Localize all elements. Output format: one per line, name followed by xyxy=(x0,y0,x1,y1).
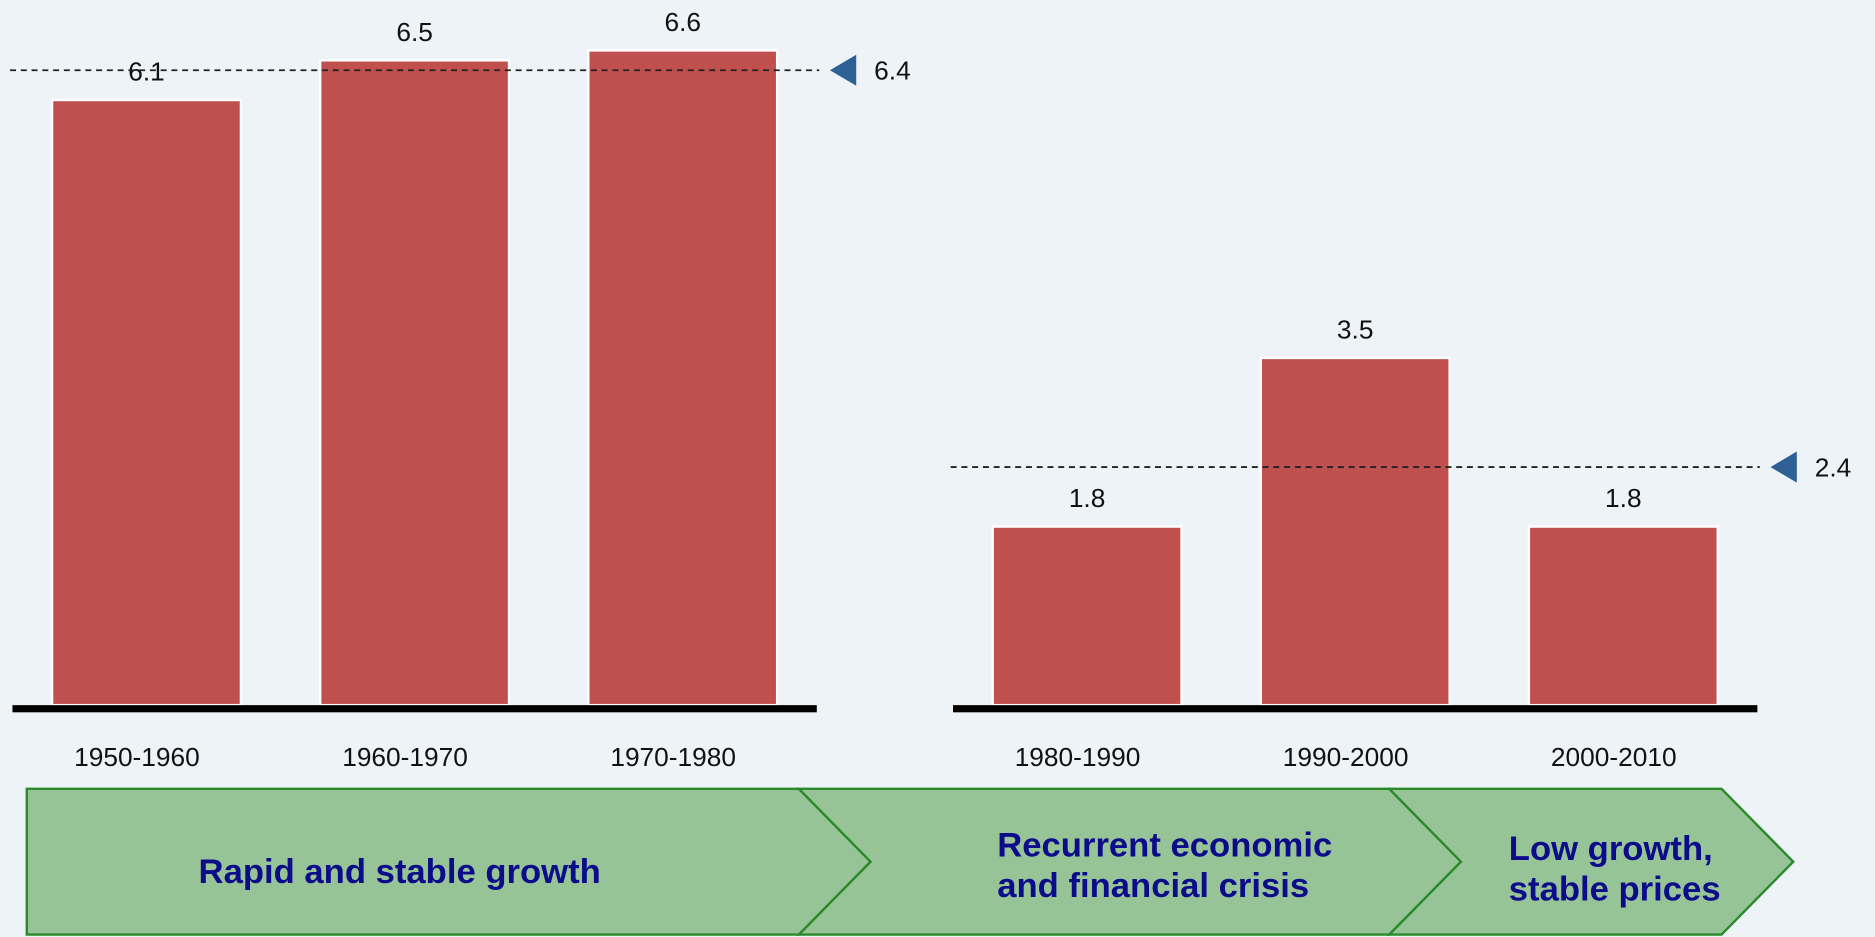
value-label: 6.6 xyxy=(664,7,701,37)
mean-marker xyxy=(1770,451,1797,483)
x-tick-label: 1990-2000 xyxy=(1283,742,1409,772)
value-label: 6.5 xyxy=(396,17,433,47)
bar xyxy=(991,525,1183,707)
phase-chevron xyxy=(1386,787,1795,936)
mean-marker xyxy=(829,54,857,86)
x-tick-label: 1970-1980 xyxy=(610,742,736,772)
value-label: 1.8 xyxy=(1069,483,1106,513)
x-tick-label: 1950-1960 xyxy=(74,742,200,772)
value-label: 3.5 xyxy=(1337,315,1374,345)
x-tick-label: 1960-1970 xyxy=(342,742,468,772)
baseline xyxy=(12,705,817,713)
bar xyxy=(319,59,511,707)
x-tick-label: 2000-2010 xyxy=(1551,742,1677,772)
mean-label: 6.4 xyxy=(874,56,911,86)
baseline xyxy=(953,705,1758,713)
phase-label: stable prices xyxy=(1509,871,1721,909)
phase-label: Rapid and stable growth xyxy=(199,853,601,891)
phase-label: and financial crisis xyxy=(997,867,1309,905)
bar xyxy=(1527,525,1719,707)
value-label: 1.8 xyxy=(1605,483,1642,513)
value-label: 6.1 xyxy=(128,57,165,87)
phase-label: Recurrent economic xyxy=(997,827,1332,865)
phase-label: Low growth, xyxy=(1509,830,1713,868)
bar xyxy=(587,49,779,707)
bar xyxy=(1259,356,1451,707)
bar xyxy=(50,98,243,707)
x-tick-label: 1980-1990 xyxy=(1015,742,1141,772)
mean-label: 2.4 xyxy=(1815,452,1852,482)
